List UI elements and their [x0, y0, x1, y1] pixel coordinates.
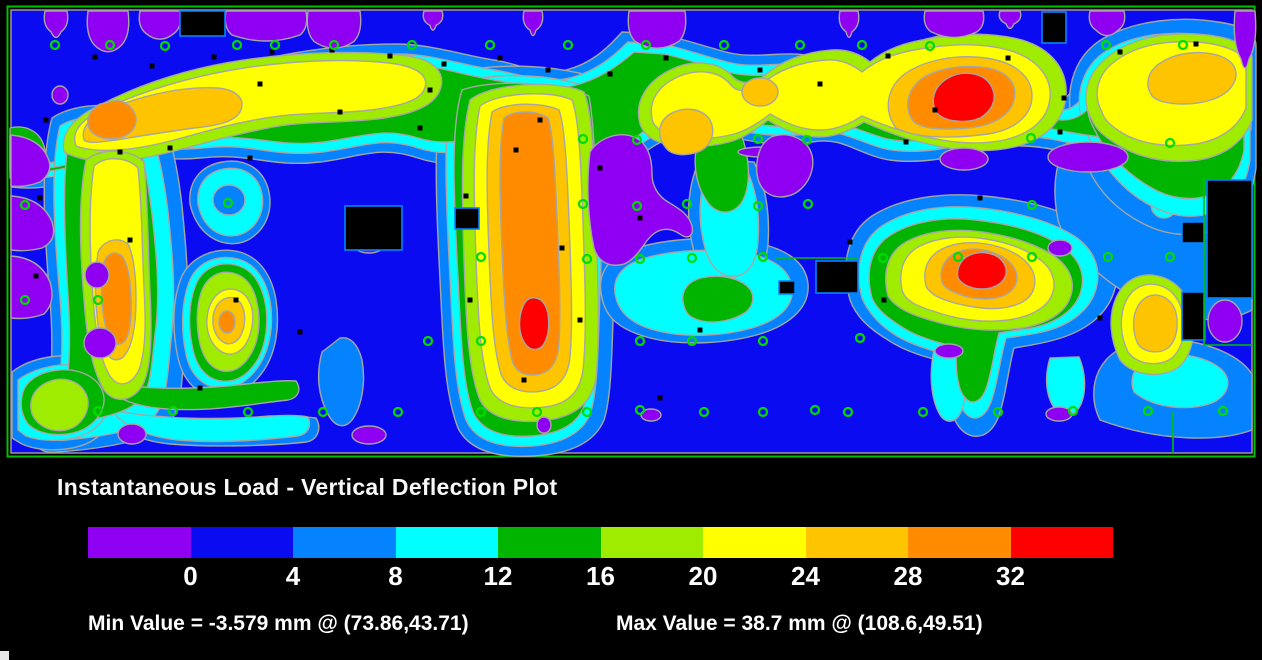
opening-rect [1206, 179, 1253, 299]
legend-swatch-6 [703, 527, 806, 558]
min-value-label: Min Value = -3.579 mm @ (73.86,43.71) [88, 612, 469, 635]
legend-tick-label: 12 [483, 561, 513, 591]
legend-swatch-2 [293, 527, 396, 558]
legend-color-bar [88, 527, 1113, 558]
opening-rect [778, 280, 796, 295]
legend-tick-labels: 0 4 8 12 16 20 24 28 32 [88, 561, 1113, 593]
legend-swatch-5 [600, 527, 703, 558]
legend-swatch-1 [190, 527, 293, 558]
opening-rect [344, 205, 403, 251]
opening-rect [179, 10, 226, 37]
legend-swatch-9 [1010, 527, 1113, 558]
legend-swatch-3 [395, 527, 498, 558]
window-corner-artifact [0, 651, 9, 660]
opening-rect [1181, 291, 1206, 341]
plot-title: Instantaneous Load - Vertical Deflection… [57, 474, 558, 500]
legend-tick-label: 8 [388, 561, 403, 591]
support-point-markers [19, 39, 1229, 418]
opening-rect [1181, 221, 1206, 244]
max-value-label: Max Value = 38.7 mm @ (108.6,49.51) [616, 612, 983, 635]
slab-edge-outline [6, 5, 1256, 458]
legend-tick-label: 28 [893, 561, 923, 591]
legend-swatch-4 [498, 527, 601, 558]
legend-swatch-0 [88, 527, 191, 558]
legend-tick-label: 20 [688, 561, 718, 591]
contour-tick-markers [33, 41, 1199, 401]
legend-tick-label: 16 [586, 561, 615, 591]
legend-swatch-8 [908, 527, 1011, 558]
opening-rect [1041, 11, 1067, 44]
legend-tick-label: 32 [996, 561, 1025, 591]
legend-tick-label: 0 [183, 561, 198, 591]
legend-tick-label: 4 [285, 561, 301, 591]
wall-lines [775, 177, 1252, 454]
opening-rect [454, 207, 480, 230]
opening-rect [815, 260, 859, 294]
legend-swatch-7 [805, 527, 908, 558]
legend-tick-label: 24 [791, 561, 820, 591]
slab-openings [179, 10, 1253, 341]
contour-layer-over-32mm [518, 72, 1007, 351]
contour-plot-canvas[interactable] [0, 0, 1262, 462]
contour-layer-negative [10, 10, 1257, 445]
